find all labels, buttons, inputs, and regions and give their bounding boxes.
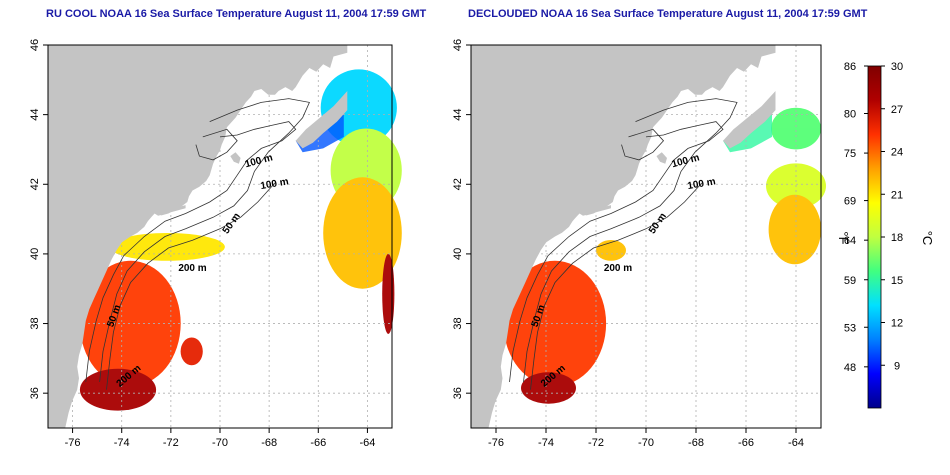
colorbar-label-f: 48 xyxy=(844,362,856,374)
y-tick-label: 40 xyxy=(29,248,41,260)
colorbar-label-f: 69 xyxy=(844,196,856,208)
y-tick-label: 44 xyxy=(29,109,41,121)
colorbar-unit-c: °C xyxy=(920,231,935,246)
x-tick-label: -70 xyxy=(212,437,228,449)
isobath-label: 100 m xyxy=(260,176,290,192)
colorbar-label-c: 27 xyxy=(891,104,903,116)
isobath-line xyxy=(195,128,238,161)
land-long-island xyxy=(579,205,611,216)
isobath-label: 200 m xyxy=(604,263,632,274)
isobath-line xyxy=(85,121,297,383)
land-mass xyxy=(471,45,776,428)
colorbar-label-c: 24 xyxy=(891,147,903,159)
x-tick-label: -74 xyxy=(114,437,130,449)
colorbar-label-c: 12 xyxy=(891,318,903,330)
y-tick-label: 46 xyxy=(29,39,41,51)
isobath-line xyxy=(509,121,724,383)
colorbar-label-f: 75 xyxy=(844,148,856,160)
colorbar-label-f: 64 xyxy=(844,235,856,247)
y-tick-label: 42 xyxy=(29,178,41,190)
colorbar-label-c: 9 xyxy=(894,360,900,372)
isobath-line xyxy=(99,98,310,383)
sst-region-gulf-stream-offshore xyxy=(382,253,395,334)
sst-region-mid-atlantic-shelf xyxy=(79,260,181,387)
land-cape-cod xyxy=(230,152,241,164)
colorbar-gradient xyxy=(867,65,882,409)
x-tick-label: -64 xyxy=(788,437,804,449)
sst-region-gulf-stream-north xyxy=(323,177,402,289)
x-tick-label: -66 xyxy=(310,437,326,449)
y-tick-label: 46 xyxy=(452,39,464,51)
colorbar-label-c: 15 xyxy=(891,275,903,287)
isobath-lines xyxy=(509,98,738,390)
colorbar: 30 27 24 21 18 15 12 9 86 80 75 69 64 59 53 48 °F °C xyxy=(836,61,935,409)
x-tick-label: -76 xyxy=(488,437,504,449)
colorbar-label-f: 59 xyxy=(844,275,856,287)
x-tick-label: -68 xyxy=(261,437,277,449)
y-tick-label: 42 xyxy=(452,178,464,190)
colorbar-label-f: 86 xyxy=(844,61,856,73)
y-tick-label: 36 xyxy=(452,387,464,399)
land-nova-scotia xyxy=(295,91,348,149)
sst-region-gulf-of-maine xyxy=(771,107,821,150)
x-tick-label: -72 xyxy=(163,437,179,449)
isobath-line xyxy=(621,128,665,161)
x-tick-label: -68 xyxy=(688,437,704,449)
isobath-line xyxy=(530,182,703,390)
y-tick-label: 44 xyxy=(452,109,464,121)
isobath-label: 200 m xyxy=(178,263,206,274)
x-tick-label: -74 xyxy=(538,437,554,449)
isobath-line xyxy=(523,98,738,383)
x-tick-label: -66 xyxy=(738,437,754,449)
sst-region-shelf-break xyxy=(596,240,626,261)
y-tick-label: 36 xyxy=(29,387,41,399)
sst-region-cape-hatteras xyxy=(79,368,157,411)
land-cape-cod xyxy=(656,152,667,164)
sst-region-offshore-eddy xyxy=(180,337,203,366)
colorbar-label-f: 80 xyxy=(844,109,856,121)
colorbar-unit-f: °F xyxy=(836,231,851,244)
land-mass xyxy=(48,45,348,428)
y-tick-label: 38 xyxy=(452,317,464,329)
y-tick-label: 38 xyxy=(29,317,41,329)
colorbar-label-c: 21 xyxy=(891,189,903,201)
isobath-lines xyxy=(85,98,310,390)
y-tick-label: 40 xyxy=(452,248,464,260)
colorbar-label-c: 30 xyxy=(891,61,903,73)
isobath-line xyxy=(106,182,276,390)
sst-region-gulf-stream-north xyxy=(768,194,821,265)
land-nova-scotia xyxy=(723,91,776,149)
colorbar-label-c: 18 xyxy=(891,232,903,244)
sst-region-cape-hatteras xyxy=(521,372,576,404)
isobath-label: 100 m xyxy=(687,176,717,192)
x-tick-label: -64 xyxy=(359,437,375,449)
sst-regions xyxy=(79,69,402,411)
x-tick-label: -70 xyxy=(638,437,654,449)
x-tick-label: -72 xyxy=(588,437,604,449)
colorbar-label-f: 53 xyxy=(844,322,856,334)
chart-title-left: RU COOL NOAA 16 Sea Surface Temperature … xyxy=(46,8,427,20)
land-long-island xyxy=(154,205,186,216)
x-tick-label: -76 xyxy=(65,437,81,449)
chart-title-right: DECLOUDED NOAA 16 Sea Surface Temperatur… xyxy=(468,8,868,20)
